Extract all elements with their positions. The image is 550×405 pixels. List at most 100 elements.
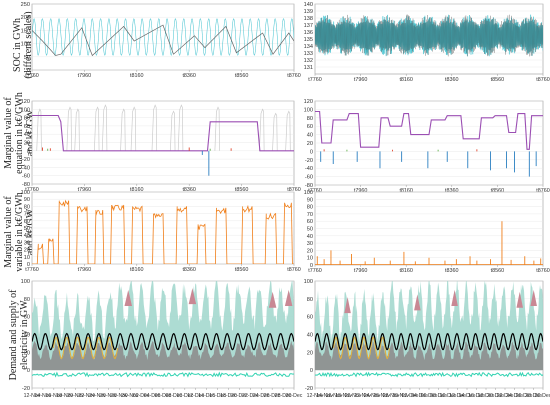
x-tick-label: t8160 <box>399 188 413 194</box>
plot-area <box>31 3 295 71</box>
x-tick-label: 12-Nov <box>307 393 324 399</box>
y-tick-label: 20 <box>307 248 313 254</box>
y-tick-label: -60 <box>305 175 313 181</box>
x-tick-label: t8160 <box>399 77 413 83</box>
x-tick-label: 06-Dec <box>421 393 438 399</box>
x-tick-label: t8360 <box>182 267 196 273</box>
x-tick-label: 16-Nov <box>45 393 62 399</box>
series-demand-line <box>32 332 294 351</box>
x-tick-label: 26-Dec <box>516 393 533 399</box>
chart-eq-left: -80 -60 -40 -20 0 20 40 60 80 100 120 t7760 t7960 t81… <box>21 99 301 193</box>
gray-spike <box>66 106 72 151</box>
x-tick-label: t8760 <box>287 267 301 273</box>
x-tick-label: t8160 <box>130 267 144 273</box>
y-tick-label: 100 <box>304 190 313 196</box>
y-tick-label: 30 <box>24 240 30 246</box>
y-tick-label: 40 <box>24 132 30 138</box>
y-tick-label: 100 <box>21 42 30 48</box>
x-tick-label: t7960 <box>78 267 92 273</box>
y-tick-label: 40 <box>24 233 30 239</box>
series-yellow-bumps <box>52 336 119 360</box>
gray-spike <box>177 104 184 151</box>
series-steps <box>315 110 543 150</box>
x-tick-label: 04-Dec <box>411 393 428 399</box>
y-tick-label: 30 <box>307 241 313 247</box>
y-tick-label: 131 <box>304 65 313 71</box>
x-tick-label: 12-Nov <box>24 393 41 399</box>
y-tick-label: 138 <box>304 16 313 22</box>
chart-dem-left: -2002040608010012-Nov14-Nov16-Nov18-Nov2… <box>21 279 303 399</box>
x-tick-label: 10-Dec <box>440 393 457 399</box>
x-tick-label: 06-Dec <box>155 393 172 399</box>
x-tick-label: t8360 <box>445 77 459 83</box>
x-tick-label: 28-Nov <box>111 393 128 399</box>
series-negative-teal <box>315 371 543 378</box>
y-tick-label: 250 <box>21 2 30 8</box>
chart-eq-right: -80 -60 -40 -20 0 20 40 60 80 100 120 t7760 t7960 t81… <box>304 99 550 194</box>
y-tick-label: 50 <box>307 227 313 233</box>
row-label-equation-line3: and k€/GW <box>25 109 36 156</box>
series-group <box>315 14 543 57</box>
x-tick-label: t7760 <box>308 77 322 83</box>
x-tick-label: t8360 <box>182 187 196 193</box>
x-tick-label: 14-Dec <box>459 393 476 399</box>
x-tick-label: 02-Dec <box>133 393 150 399</box>
y-tick-label: 70 <box>24 212 30 218</box>
row-label-equation-line2: equation in k€/GWh <box>14 92 25 174</box>
series-group <box>315 281 543 378</box>
y-tick-label: 0 <box>27 262 30 268</box>
row-label-equation-line1: Marginal value of <box>3 97 14 169</box>
x-tick-label: t7960 <box>354 268 368 274</box>
y-tick-label: 40 <box>307 234 313 240</box>
y-tick-label: 135 <box>304 37 313 43</box>
red-peak <box>124 289 132 306</box>
x-tick-label: 18-Dec <box>220 393 237 399</box>
y-tick-label: 80 <box>307 116 313 122</box>
x-tick-label: t7960 <box>354 77 368 83</box>
row-label-variable-line3: and k€/GW <box>25 208 36 255</box>
x-tick-label: 20-Dec <box>487 393 504 399</box>
row-label-demand-line2: electricity in GW <box>19 300 30 370</box>
x-tick-label: t8560 <box>491 268 505 274</box>
x-tick-label: t8760 <box>536 268 550 274</box>
y-tick-label: 134 <box>304 44 313 50</box>
x-tick-label: t8360 <box>445 188 459 194</box>
row-label-soc-line1: SOC in GWh <box>12 18 23 72</box>
x-tick-label: t7760 <box>308 188 322 194</box>
red-peak <box>268 291 277 308</box>
series-yellow-bumps <box>333 336 390 360</box>
x-tick-label: 16-Nov <box>326 393 343 399</box>
x-tick-label: 24-Nov <box>89 393 106 399</box>
x-tick-label: 28-Nov <box>383 393 400 399</box>
y-tick-label: 20 <box>24 350 30 356</box>
y-tick-label: 80 <box>307 205 313 211</box>
x-tick-label: 20-Nov <box>67 393 84 399</box>
y-tick-label: 90 <box>24 197 30 203</box>
gray-spike <box>94 106 100 151</box>
y-tick-label: 20 <box>307 141 313 147</box>
y-tick-label: 20 <box>24 248 30 254</box>
y-tick-label: 40 <box>24 333 30 339</box>
x-tick-label: 18-Dec <box>478 393 495 399</box>
y-tick-label: 80 <box>24 297 30 303</box>
gray-spike <box>101 104 108 151</box>
series-gray-area <box>315 341 543 371</box>
x-tick-label: 18-Nov <box>56 393 73 399</box>
gray-spike <box>169 110 176 151</box>
y-tick-label: 140 <box>304 2 313 8</box>
x-tick-label: 22-Dec <box>497 393 514 399</box>
x-tick-label: t8160 <box>399 268 413 274</box>
y-tick-label: 70 <box>307 212 313 218</box>
x-tick-label: t8560 <box>491 77 505 83</box>
x-tick-label: t8760 <box>287 73 301 79</box>
gray-spike <box>120 108 126 151</box>
y-tick-label: 0 <box>310 263 313 269</box>
y-tick-label: 60 <box>24 219 30 225</box>
x-tick-label: t7760 <box>25 267 39 273</box>
y-tick-label: 10 <box>24 255 30 261</box>
y-tick-label: 50 <box>24 226 30 232</box>
y-tick-label: -80 <box>22 182 30 188</box>
